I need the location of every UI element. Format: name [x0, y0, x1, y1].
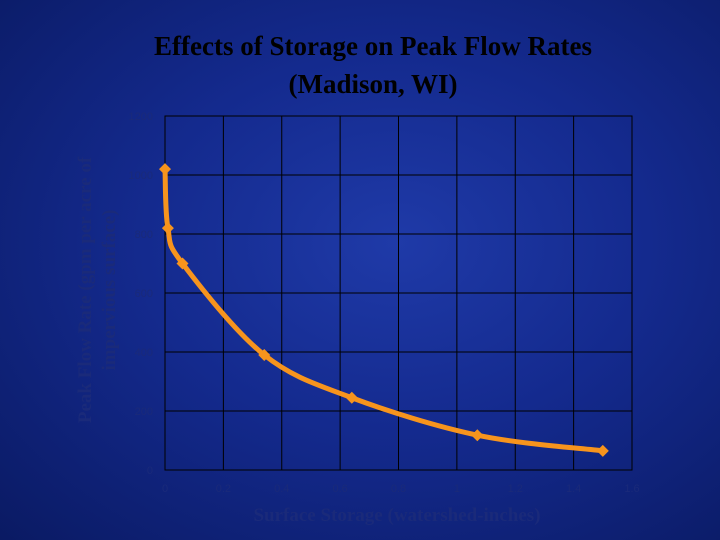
y-axis-label-line-2: impervious surface) — [99, 210, 120, 371]
data-point — [159, 163, 171, 176]
grid — [164, 115, 633, 471]
y-tick-label: 800 — [135, 229, 153, 241]
data-point — [176, 257, 189, 270]
data-point — [596, 444, 609, 457]
tick-labels: 0 0.2 0.4 0.6 0.8 1 1.2 1.4 1.6 0 200 400 600 800 1000… — [129, 111, 640, 495]
y-tick-label: 1200 — [129, 111, 153, 123]
data-point — [471, 429, 484, 442]
series — [159, 163, 609, 457]
x-tick-label: 1.2 — [508, 483, 523, 495]
y-tick-label: 200 — [135, 406, 153, 418]
data-point — [258, 348, 271, 361]
x-tick-label: 0.8 — [391, 483, 406, 495]
chart-title-line-1: Effects of Storage on Peak Flow Rates — [154, 31, 592, 61]
y-axis-label-line-1: Peak Flow Rate (gpm per acre of — [75, 156, 96, 423]
x-tick-label: 0.2 — [216, 483, 231, 495]
series-line — [162, 166, 606, 454]
x-tick-label: 0.4 — [274, 483, 289, 495]
data-point — [161, 222, 174, 235]
x-tick-label: 0 — [162, 483, 168, 495]
x-tick-label: 0.6 — [332, 483, 347, 495]
x-tick-label: 1 — [454, 483, 460, 495]
x-axis-label: Surface Storage (watershed-inches) — [253, 505, 540, 526]
data-point — [345, 391, 358, 404]
y-tick-label: 0 — [147, 465, 153, 477]
y-tick-label: 400 — [135, 347, 153, 359]
y-tick-label: 600 — [135, 288, 153, 300]
x-tick-label: 1.4 — [566, 483, 581, 495]
chart-title-line-2: (Madison, WI) — [288, 69, 457, 99]
plot-area — [164, 115, 633, 471]
x-tick-label: 1.6 — [624, 483, 639, 495]
y-tick-label: 1000 — [129, 170, 153, 182]
